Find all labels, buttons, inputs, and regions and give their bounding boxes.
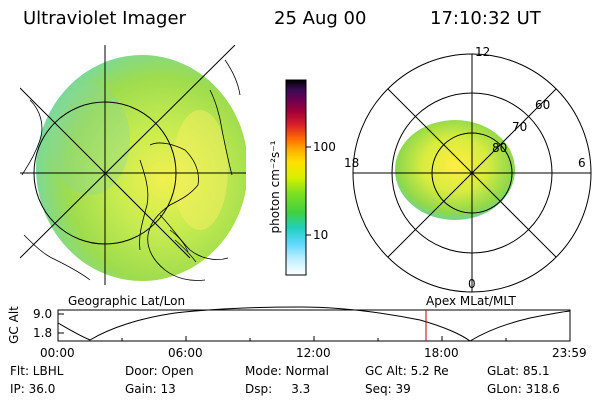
glat-label: GLat: 85.1	[487, 364, 550, 378]
apex-caption: Apex MLat/MLT	[426, 294, 516, 308]
date-label: 25 Aug 00	[274, 8, 367, 29]
polar-plot	[352, 53, 592, 293]
ip-label: IP: 36.0	[10, 382, 56, 396]
colorbar-tick-100: 100	[313, 140, 336, 154]
orbit-xtick-2359: 23:59	[552, 346, 587, 360]
seq-label: Seq: 39	[365, 382, 411, 396]
door-label: Door: Open	[125, 364, 194, 378]
lat-label-60: 60	[535, 98, 551, 112]
colorbar	[285, 79, 311, 276]
time-label: 17:10:32 UT	[430, 8, 541, 29]
colorbar-tick-10: 10	[313, 228, 329, 242]
colorbar-unit-label: photon cm⁻²s⁻¹	[268, 140, 282, 234]
gain-label: Gain: 13	[125, 382, 176, 396]
orbit-ylabel: GC Alt	[7, 306, 21, 344]
dsp-label: Dsp: 3.3	[245, 382, 311, 396]
glon-label: GLon: 318.6	[487, 382, 560, 396]
orbit-xtick-1800: 18:00	[424, 346, 459, 360]
mlt-label-0: 0	[468, 277, 476, 291]
lat-label-80: 80	[492, 141, 508, 155]
orbit-xtick-1200: 12:00	[296, 346, 331, 360]
flt-label: Flt: LBHL	[10, 364, 64, 378]
orbit-ytick-9: 9.0	[33, 307, 53, 321]
mlt-label-6: 6	[578, 156, 586, 170]
orbit-xtick-0000: 00:00	[40, 346, 75, 360]
gc-alt-label: GC Alt: 5.2 Re	[365, 364, 449, 378]
mlt-label-18: 18	[344, 156, 360, 170]
orbit-plot	[57, 306, 571, 342]
geographic-image	[20, 45, 246, 285]
mode-label: Mode: Normal	[245, 364, 329, 378]
orbit-xtick-0600: 06:00	[168, 346, 203, 360]
mlt-label-12: 12	[475, 45, 491, 59]
geographic-caption: Geographic Lat/Lon	[68, 294, 186, 308]
lat-label-70: 70	[512, 120, 528, 134]
instrument-title: Ultraviolet Imager	[23, 8, 186, 29]
orbit-ytick-1-8: 1.8	[33, 326, 53, 340]
